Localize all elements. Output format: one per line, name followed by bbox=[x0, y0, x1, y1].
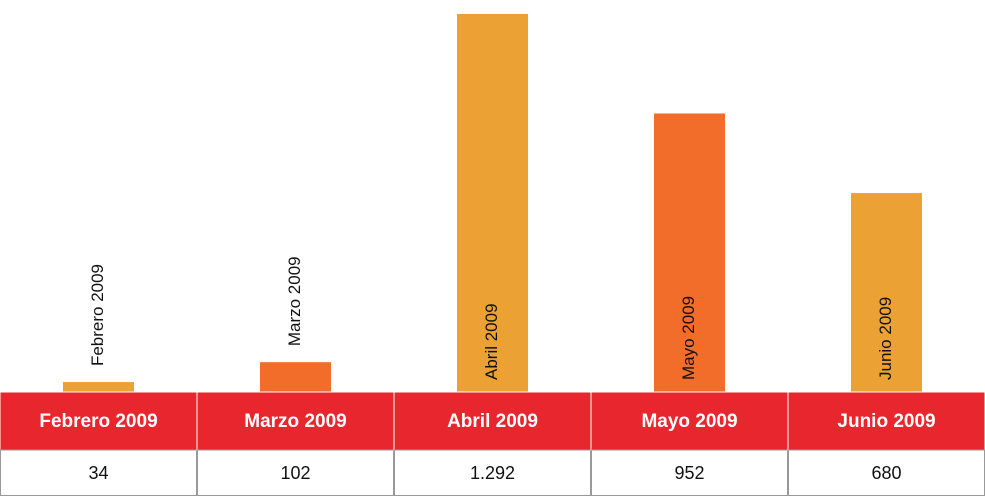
value-label: 1.292 bbox=[470, 463, 515, 483]
header-cell bbox=[787, 391, 985, 451]
header-label: Mayo 2009 bbox=[641, 411, 737, 432]
header-label: Junio 2009 bbox=[837, 411, 935, 432]
bar-label: Junio 2009 bbox=[876, 297, 895, 380]
bar-label: Febrero 2009 bbox=[88, 264, 107, 366]
bar bbox=[457, 14, 528, 392]
value-label: 34 bbox=[88, 463, 108, 483]
bar bbox=[260, 362, 331, 392]
value-cell bbox=[394, 449, 591, 496]
bar bbox=[654, 113, 725, 392]
header-label: Marzo 2009 bbox=[244, 411, 346, 432]
header-label: Febrero 2009 bbox=[39, 411, 157, 432]
header-label: Abril 2009 bbox=[447, 411, 538, 432]
value-label: 952 bbox=[674, 463, 704, 483]
header-cell bbox=[0, 391, 198, 451]
value-label: 102 bbox=[280, 463, 310, 483]
value-cell bbox=[591, 449, 788, 496]
bar-label: Marzo 2009 bbox=[285, 256, 304, 346]
value-cell bbox=[197, 449, 394, 496]
bar-label: Mayo 2009 bbox=[679, 296, 698, 380]
header-cell bbox=[393, 391, 592, 451]
bar-label: Abril 2009 bbox=[482, 303, 501, 380]
header-cell bbox=[590, 391, 789, 451]
value-label: 680 bbox=[871, 463, 901, 483]
value-cell bbox=[788, 449, 985, 496]
value-cell bbox=[0, 449, 197, 496]
bar bbox=[63, 382, 134, 392]
bar bbox=[851, 193, 922, 392]
